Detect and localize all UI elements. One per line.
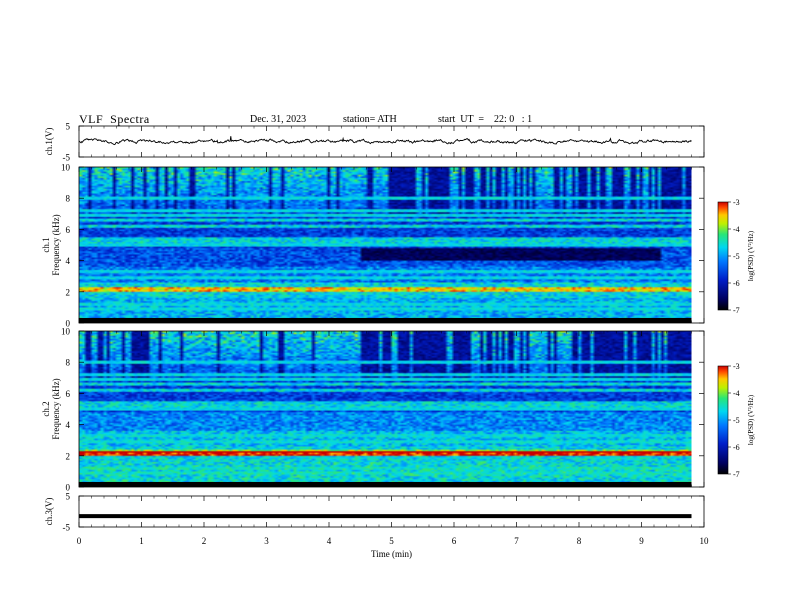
- x-axis-label: Time (min): [371, 549, 412, 559]
- ch2-spectrogram-ytick-label: 10: [61, 327, 71, 337]
- x-tick-label: 10: [700, 536, 710, 546]
- ch1-colorbar: [717, 201, 729, 311]
- ch2-spectrogram-ytick-label: 6: [66, 389, 71, 399]
- ch1-waveform-ylabel: ch.1(V): [44, 128, 54, 156]
- ch2-spectrogram-ytick-label: 2: [66, 451, 71, 461]
- ch2-colorbar: [717, 365, 729, 475]
- ch3-waveform-ytick-label: 5: [66, 492, 71, 502]
- ch1-spectrogram-image-base-band: [79, 318, 692, 323]
- x-tick-label: 6: [452, 536, 457, 546]
- start-time-label: start UT = 22: 0 : 1: [438, 114, 533, 125]
- ch1-spectrogram-ylabel: Frequency (kHz): [51, 214, 61, 275]
- x-tick-label: 0: [77, 536, 82, 546]
- x-tick-label: 9: [639, 536, 644, 546]
- ch1-spectrogram-channel-label: ch.1: [41, 237, 51, 252]
- x-tick-label: 4: [327, 536, 332, 546]
- ch2-spectrogram-ytick-label: 0: [66, 483, 71, 493]
- ch1-spectrogram-ytick-label: 8: [66, 194, 71, 204]
- ch3-waveform-ylabel: ch.3(V): [44, 498, 54, 526]
- x-tick-label: 7: [514, 536, 519, 546]
- ch1-colorbar-tick-label: -5: [733, 252, 740, 261]
- ch1-waveform-line: [78, 136, 692, 146]
- x-tick-label: 5: [389, 536, 394, 546]
- date-label: Dec. 31, 2023: [250, 114, 307, 125]
- ch1-colorbar-tick-label: -6: [733, 279, 740, 288]
- x-tick-label: 3: [264, 536, 269, 546]
- ch1-spectrogram-image: [79, 167, 692, 323]
- ch2-spectrogram-ytick-label: 8: [66, 358, 71, 368]
- ch1-waveform-ytick-label: 5: [66, 122, 71, 132]
- plot-title: VLF Spectra: [79, 112, 150, 126]
- ch1-spectrogram-ytick-label: 2: [66, 287, 71, 297]
- ch3-waveform-ytick-label: -5: [63, 523, 71, 533]
- ch1-colorbar-tick-label: -7: [733, 306, 740, 315]
- ch1-spectrogram-ytick-label: 0: [66, 319, 71, 329]
- ch2-spectrogram-ylabel: Frequency (kHz): [51, 378, 61, 439]
- ch2-colorbar-tick-label: -3: [733, 362, 740, 371]
- ch2-colorbar-label: log(PSD) (V²/Hz): [747, 394, 755, 445]
- ch2-spectrogram-ytick-label: 4: [66, 420, 71, 430]
- ch1-spectrogram-ytick-label: 6: [66, 225, 71, 235]
- ch1-waveform-ytick-label: -5: [63, 153, 71, 163]
- ch2-colorbar-tick-label: -6: [733, 443, 740, 452]
- ch1-colorbar-tick-label: -4: [733, 225, 740, 234]
- x-tick-label: 1: [139, 536, 144, 546]
- ch2-spectrogram-image: [79, 331, 692, 487]
- ch1-spectrogram-ytick-label: 4: [66, 256, 71, 266]
- ch1-colorbar-label: log(PSD) (V²/Hz): [747, 230, 755, 281]
- ch2-spectrogram-image-base-band: [79, 482, 692, 487]
- ch1-spectrogram-ytick-label: 10: [61, 163, 71, 173]
- ch2-colorbar-tick-label: -5: [733, 416, 740, 425]
- ch1-colorbar-tick-label: -3: [733, 198, 740, 207]
- ch2-colorbar-tick-label: -4: [733, 389, 740, 398]
- ch2-colorbar-tick-label: -7: [733, 470, 740, 479]
- x-tick-label: 2: [202, 536, 207, 546]
- station-label: station= ATH: [343, 114, 397, 125]
- ch2-spectrogram-channel-label: ch.2: [41, 401, 51, 416]
- x-tick-label: 8: [577, 536, 582, 546]
